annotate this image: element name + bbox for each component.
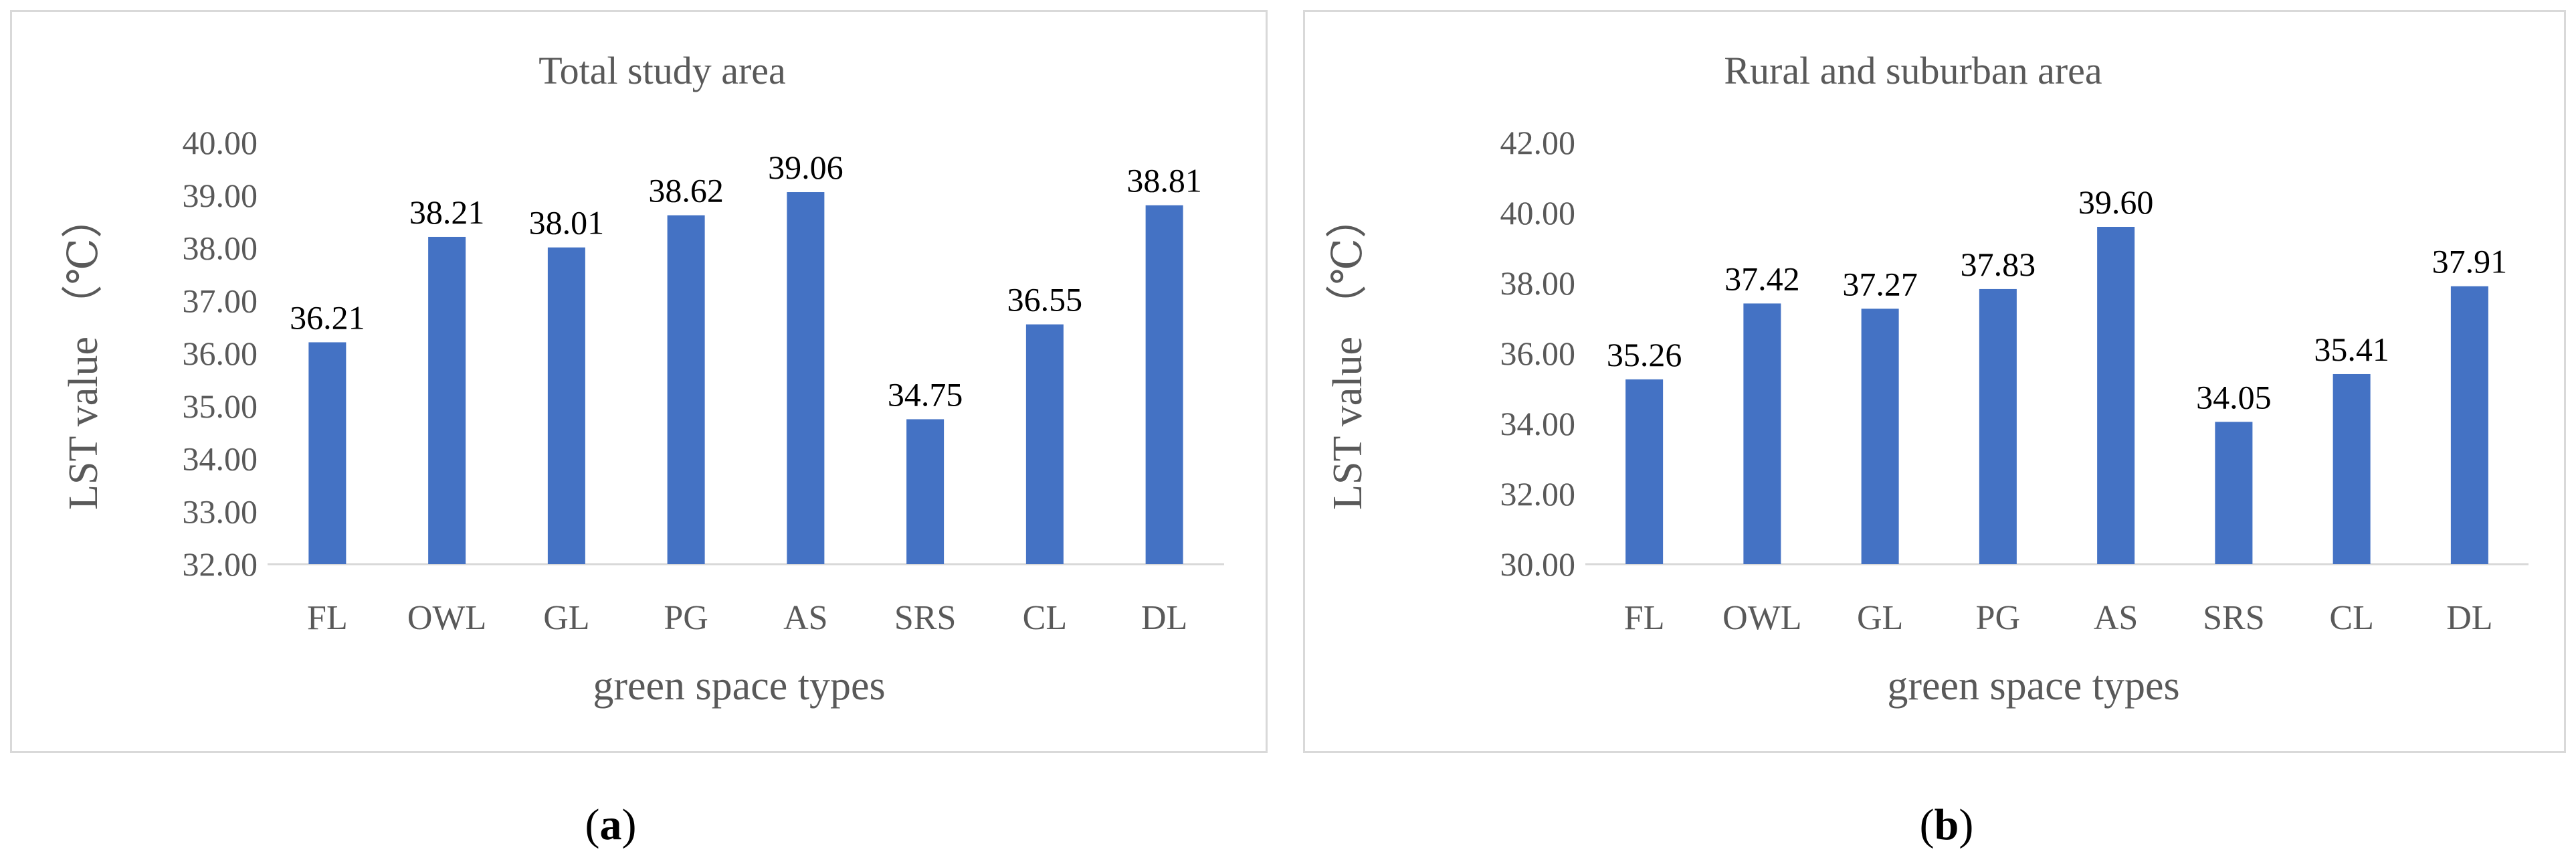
y-tick-label: 36.00	[1500, 335, 1576, 372]
data-label: 37.83	[1961, 246, 2036, 283]
bar-fl	[308, 342, 346, 564]
panel-caption-b: (b)	[1919, 800, 1974, 849]
chart-title: Total study area	[538, 49, 786, 92]
x-axis-label: green space types	[1887, 663, 2179, 709]
bar-pg	[1979, 288, 2017, 564]
bar-pg	[667, 215, 705, 564]
y-axis-label: LST value （℃）	[1325, 197, 1371, 510]
y-tick-label: 32.00	[1500, 475, 1576, 513]
data-label: 37.42	[1724, 260, 1800, 297]
bar-cl	[2333, 373, 2371, 564]
panel-caption-a: (a)	[585, 800, 637, 849]
bar-srs	[906, 419, 945, 564]
y-axis-label: LST value （℃）	[61, 197, 106, 510]
x-tick-label: AS	[2094, 599, 2138, 637]
data-label: 38.62	[648, 172, 724, 209]
y-tick-label: 33.00	[183, 493, 258, 530]
y-tick-label: 32.00	[183, 545, 258, 583]
data-label: 38.01	[529, 204, 605, 242]
y-tick-label: 38.00	[183, 230, 258, 267]
x-tick-label: GL	[543, 599, 589, 637]
y-tick-label: 40.00	[183, 124, 258, 161]
x-axis-label: green space types	[593, 663, 885, 709]
y-tick-label: 36.00	[183, 335, 258, 372]
x-tick-label: AS	[783, 599, 827, 637]
y-tick-label: 37.00	[183, 282, 258, 319]
x-tick-label: GL	[1857, 599, 1903, 637]
bar-as	[2097, 227, 2135, 564]
bar-gl	[547, 247, 585, 564]
data-label: 36.55	[1007, 281, 1083, 319]
x-tick-label: SRS	[2203, 599, 2265, 637]
x-tick-label: FL	[1624, 599, 1665, 637]
x-tick-label: CL	[2329, 599, 2373, 637]
data-label: 37.91	[2432, 243, 2508, 280]
x-tick-label: FL	[307, 599, 348, 637]
bar-owl	[1743, 303, 1781, 564]
data-label: 39.06	[768, 149, 844, 186]
bar-owl	[428, 236, 466, 564]
x-tick-label: DL	[1141, 599, 1187, 637]
x-tick-label: OWL	[1722, 599, 1801, 637]
data-label: 34.75	[888, 375, 963, 413]
y-tick-label: 30.00	[1500, 545, 1576, 583]
bar-as	[787, 192, 825, 564]
data-label: 39.60	[2078, 183, 2154, 221]
x-tick-label: SRS	[894, 599, 957, 637]
x-tick-label: DL	[2446, 599, 2492, 637]
data-label: 36.21	[290, 298, 365, 336]
x-tick-label: PG	[1976, 599, 2020, 637]
bar-gl	[1861, 309, 1899, 564]
y-tick-label: 38.00	[1500, 264, 1576, 302]
data-label: 35.26	[1607, 336, 1682, 373]
x-tick-label: PG	[664, 599, 708, 637]
y-tick-label: 34.00	[1500, 405, 1576, 442]
y-tick-label: 39.00	[183, 177, 258, 214]
x-tick-label: OWL	[407, 599, 486, 637]
data-label: 37.27	[1842, 265, 1918, 302]
y-tick-label: 40.00	[1500, 194, 1576, 232]
y-tick-label: 42.00	[1500, 124, 1576, 161]
y-tick-label: 34.00	[183, 440, 258, 478]
y-tick-label: 35.00	[183, 387, 258, 425]
bar-dl	[2450, 286, 2488, 564]
data-label: 38.21	[409, 193, 485, 231]
bar-fl	[1625, 379, 1664, 564]
data-label: 38.81	[1126, 162, 1202, 199]
bar-srs	[2215, 422, 2253, 564]
x-tick-label: CL	[1023, 599, 1067, 637]
bar-dl	[1145, 205, 1183, 564]
chart-title: Rural and suburban area	[1724, 49, 2102, 92]
data-label: 35.41	[2314, 331, 2389, 368]
data-label: 34.05	[2196, 378, 2272, 416]
bar-cl	[1025, 324, 1064, 564]
